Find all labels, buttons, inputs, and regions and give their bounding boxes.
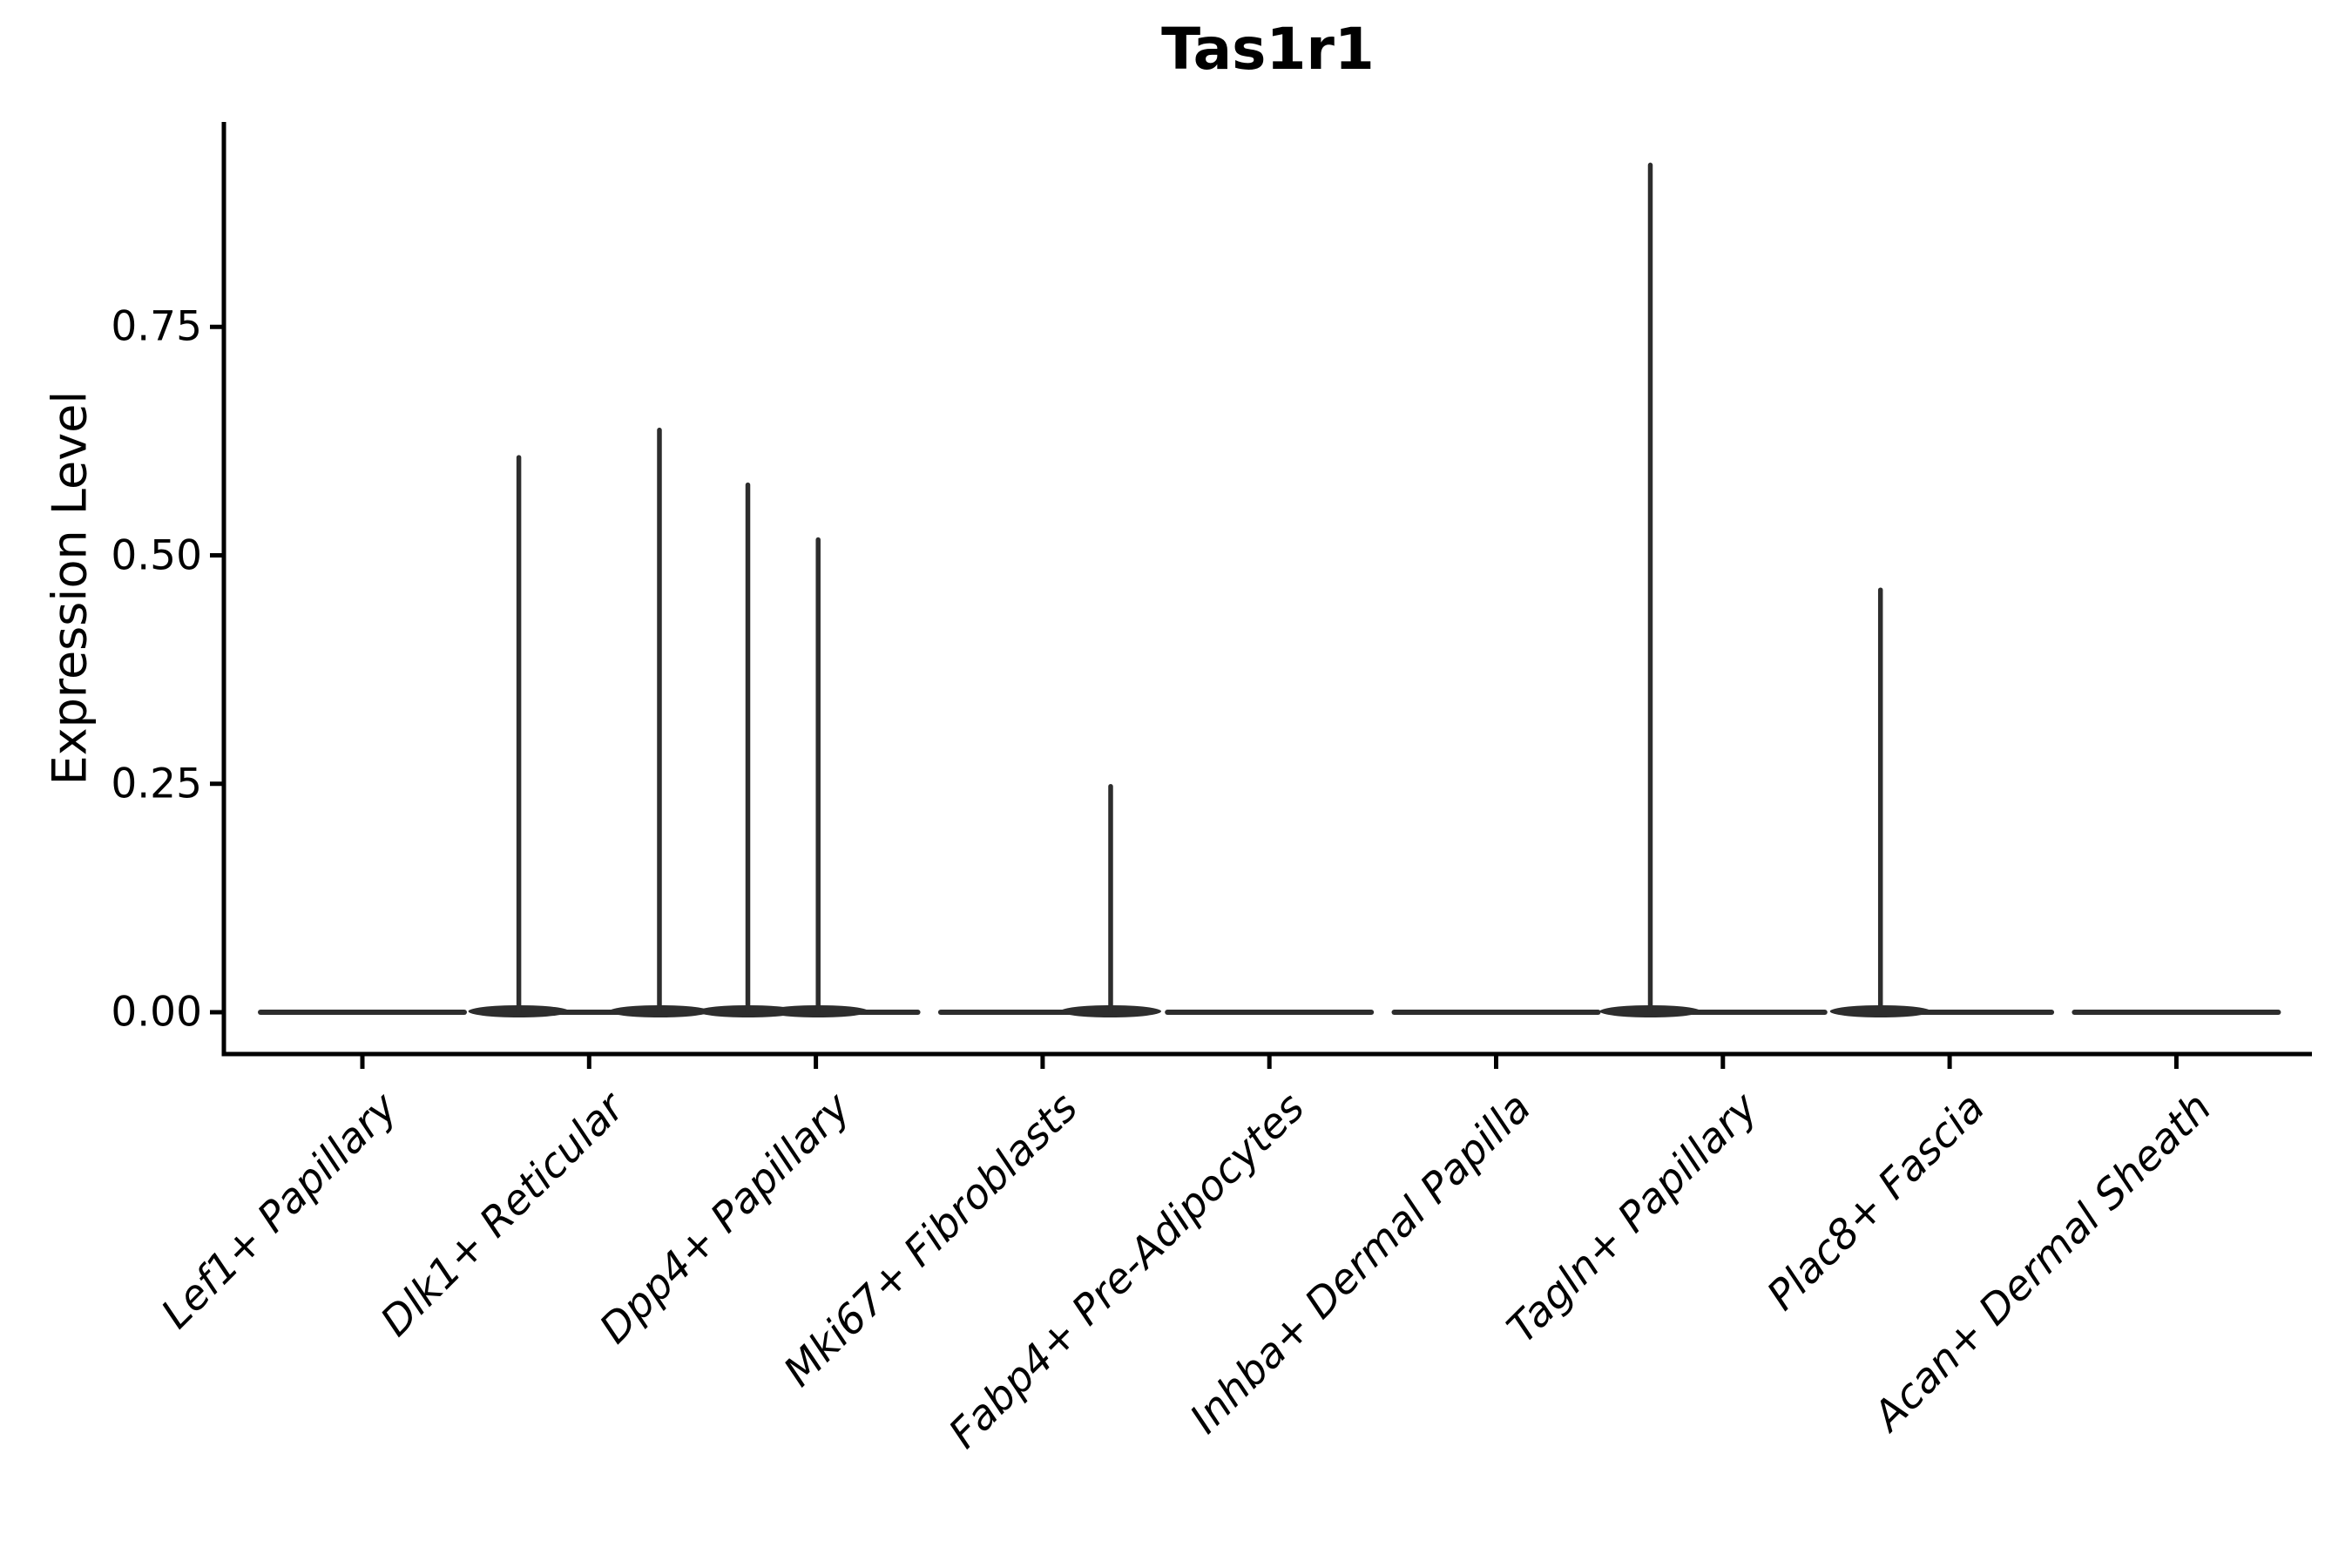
y-tick-label: 0.50: [111, 531, 202, 579]
y-tick-label: 0.75: [111, 302, 202, 351]
y-tick-label: 0.25: [111, 760, 202, 808]
y-tick-label: 0.00: [111, 988, 202, 1037]
chart-title: Tas1r1: [1161, 16, 1375, 83]
